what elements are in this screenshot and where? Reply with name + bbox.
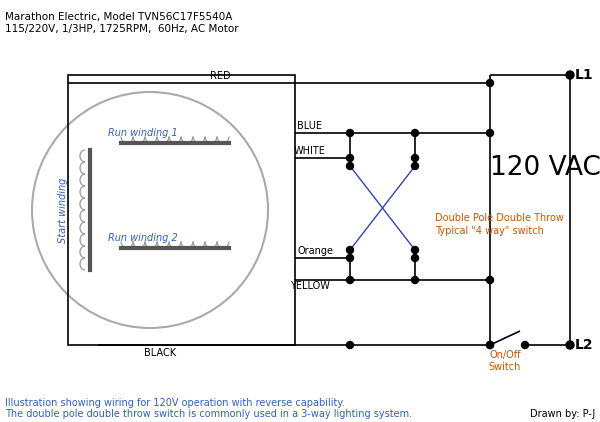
- Text: Switch: Switch: [489, 362, 521, 372]
- Circle shape: [412, 276, 419, 284]
- Circle shape: [347, 246, 353, 254]
- Circle shape: [566, 341, 574, 349]
- Text: Typical "4 way" switch: Typical "4 way" switch: [435, 226, 544, 236]
- Circle shape: [521, 341, 529, 349]
- Circle shape: [566, 71, 574, 79]
- Text: YELLOW: YELLOW: [290, 281, 330, 291]
- Text: RED: RED: [209, 71, 230, 81]
- Text: 115/220V, 1/3HP, 1725RPM,  60Hz, AC Motor: 115/220V, 1/3HP, 1725RPM, 60Hz, AC Motor: [5, 24, 239, 34]
- Circle shape: [487, 79, 493, 87]
- Text: BLACK: BLACK: [144, 348, 176, 358]
- Circle shape: [347, 341, 353, 349]
- Text: The double pole double throw switch is commonly used in a 3-way lighting system.: The double pole double throw switch is c…: [5, 409, 412, 419]
- Text: L2: L2: [575, 338, 593, 352]
- Circle shape: [487, 276, 493, 284]
- Circle shape: [347, 276, 353, 284]
- Circle shape: [412, 130, 419, 136]
- Text: L1: L1: [575, 68, 593, 82]
- Circle shape: [412, 154, 419, 162]
- Circle shape: [412, 162, 419, 170]
- Circle shape: [347, 162, 353, 170]
- Bar: [68, 75, 295, 345]
- Circle shape: [487, 341, 493, 349]
- Text: On/Off: On/Off: [489, 350, 521, 360]
- Text: Illustration showing wiring for 120V operation with reverse capability.: Illustration showing wiring for 120V ope…: [5, 398, 345, 408]
- Text: 120 VAC: 120 VAC: [490, 155, 600, 181]
- Text: Double Pole Double Throw: Double Pole Double Throw: [435, 213, 564, 223]
- Text: Drawn by: P-J: Drawn by: P-J: [530, 409, 595, 419]
- Circle shape: [347, 254, 353, 262]
- Text: Run winding 2: Run winding 2: [108, 233, 178, 243]
- Circle shape: [487, 341, 493, 349]
- Circle shape: [412, 254, 419, 262]
- Circle shape: [487, 130, 493, 136]
- Text: Orange: Orange: [298, 246, 334, 256]
- Circle shape: [347, 130, 353, 136]
- Text: Start winding: Start winding: [58, 177, 68, 243]
- Circle shape: [347, 154, 353, 162]
- Circle shape: [412, 246, 419, 254]
- Text: WHITE: WHITE: [294, 146, 326, 156]
- Text: BLUE: BLUE: [298, 121, 323, 131]
- Text: Marathon Electric, Model TVN56C17F5540A: Marathon Electric, Model TVN56C17F5540A: [5, 12, 232, 22]
- Text: Run winding 1: Run winding 1: [108, 128, 178, 138]
